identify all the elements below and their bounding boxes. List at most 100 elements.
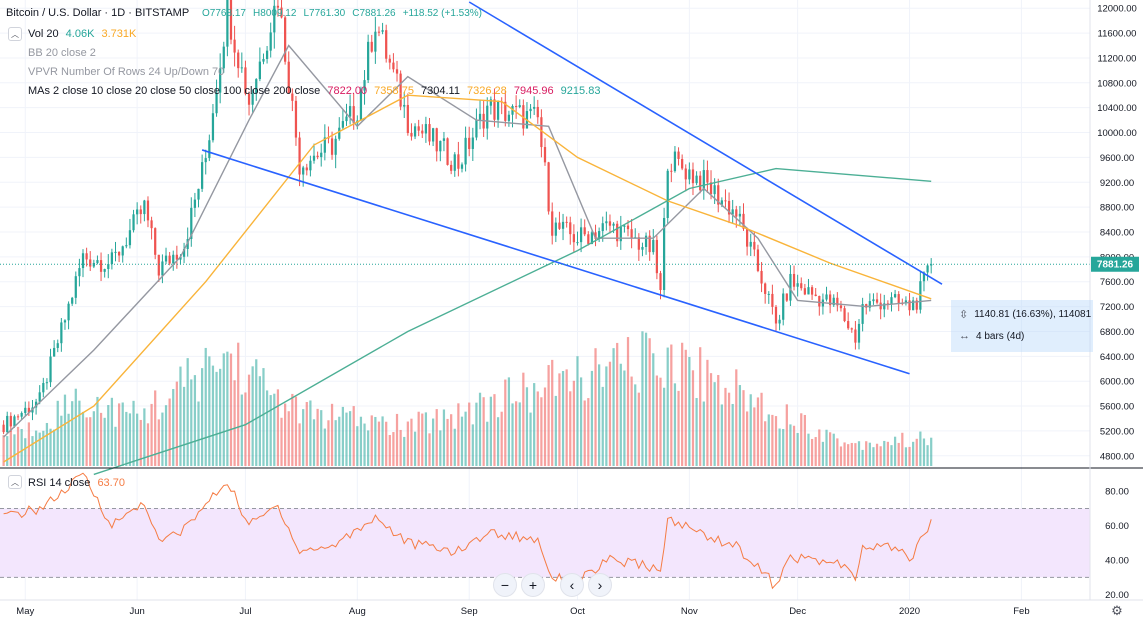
mas-indicator-legend[interactable]: MAs 2 close 10 close 20 close 50 close 1… [28, 85, 600, 97]
volume-bar [893, 436, 897, 466]
volume-bar [496, 417, 500, 466]
candle-body [652, 239, 655, 253]
candle-body [771, 293, 774, 307]
candle-body [648, 235, 651, 253]
volume-bar [168, 398, 171, 466]
candle-body [691, 169, 695, 184]
volume-bar [598, 364, 601, 466]
volume-bar [482, 397, 485, 466]
candle-body [814, 294, 817, 297]
volume-bar [244, 392, 247, 466]
ma-200-line [93, 167, 932, 476]
volume-bar [800, 413, 803, 466]
price-tick-label: 11600.00 [1098, 29, 1137, 40]
volume-bar [847, 444, 850, 466]
vol-value-2: 3.731K [101, 28, 137, 40]
candle-body [839, 305, 843, 309]
ma-value-100: 7945.96 [513, 85, 554, 97]
candle-body [265, 50, 269, 59]
rsi-tick-label: 60.00 [1105, 521, 1129, 532]
volume-bar [327, 420, 330, 466]
volume-bar [302, 409, 305, 466]
candle-body [605, 221, 608, 224]
candle-body [792, 273, 796, 287]
close-value: C7881.26 [352, 8, 396, 19]
rsi-line-layer [3, 472, 932, 590]
vol-label: Vol 20 [28, 28, 59, 40]
candle-body [644, 235, 648, 247]
candle-body [922, 272, 926, 282]
candle-body [370, 41, 373, 52]
scroll-back-button[interactable]: ‹ [560, 573, 584, 597]
candle-body [240, 67, 243, 69]
candle-body [868, 301, 871, 308]
candle-body [316, 155, 319, 158]
volume-bar [475, 402, 478, 466]
candle-body [139, 209, 142, 215]
volume-bar [96, 396, 99, 466]
candle-body [16, 416, 20, 418]
volume-bar [247, 374, 251, 466]
volume-bar [738, 385, 742, 466]
volume-bar [175, 381, 178, 466]
candle-body [749, 241, 752, 247]
candle-body [666, 170, 669, 218]
rsi-collapse-button[interactable]: ︿ [8, 475, 22, 489]
volume-bar [746, 411, 749, 466]
zoom-out-button[interactable]: − [493, 573, 517, 597]
candle-body [284, 17, 287, 62]
candle-body [352, 106, 355, 124]
candle-body [110, 252, 114, 265]
candle-body [312, 155, 316, 161]
vpvr-indicator-legend[interactable]: VPVR Number Of Rows 24 Up/Down 70 [28, 66, 224, 78]
volume-bar [677, 390, 680, 466]
volume-bar [756, 397, 760, 466]
bb-indicator-legend[interactable]: BB 20 close 2 [28, 47, 96, 59]
volume-bar [453, 428, 456, 466]
candle-body [904, 300, 908, 304]
vol-indicator-legend[interactable]: Vol 20 4.06K 3.731K [28, 28, 136, 40]
candle-body [74, 276, 77, 298]
volume-bar [565, 369, 568, 466]
volume-bar [45, 422, 49, 466]
bb-label: BB 20 close 2 [28, 47, 96, 59]
candle-body [594, 232, 597, 239]
candle-body [475, 119, 478, 138]
chevron-right-icon: › [597, 577, 603, 593]
volume-bar [374, 416, 377, 466]
candle-body [478, 113, 482, 120]
volume-bar [771, 414, 774, 466]
rsi-band [0, 508, 1090, 578]
scroll-forward-button[interactable]: › [588, 573, 612, 597]
zoom-in-button[interactable]: + [521, 573, 545, 597]
candle-body [464, 137, 467, 165]
collapse-legend-button[interactable]: ︿ [8, 27, 22, 41]
chart-settings-button[interactable]: ⚙ [1109, 603, 1125, 619]
candle-body [590, 232, 594, 244]
volume-bar [792, 425, 796, 466]
rsi-indicator-legend[interactable]: RSI 14 close 63.70 [28, 477, 125, 489]
volume-bar [641, 331, 644, 466]
candle-body [720, 200, 723, 205]
candle-body [724, 200, 727, 202]
volume-bar [262, 368, 265, 466]
volume-bar [825, 429, 828, 466]
candle-body [616, 223, 619, 242]
moving-averages [3, 44, 932, 476]
volume-bar [381, 416, 384, 466]
candle-body [450, 164, 453, 171]
price-tick-label: 6400.00 [1100, 352, 1134, 363]
volume-bar [536, 391, 539, 466]
candle-body [543, 147, 547, 163]
volume-bar [533, 383, 536, 466]
candle-body [53, 347, 56, 357]
volume-bar [352, 406, 355, 466]
volume-bar [829, 432, 832, 466]
volume-bar [720, 404, 723, 466]
candle-body [211, 113, 215, 141]
candle-body [561, 221, 565, 229]
symbol-title[interactable]: Bitcoin / U.S. Dollar · 1D · BITSTAMP [6, 7, 189, 19]
volume-bar [471, 424, 474, 466]
volume-bar [143, 408, 146, 466]
